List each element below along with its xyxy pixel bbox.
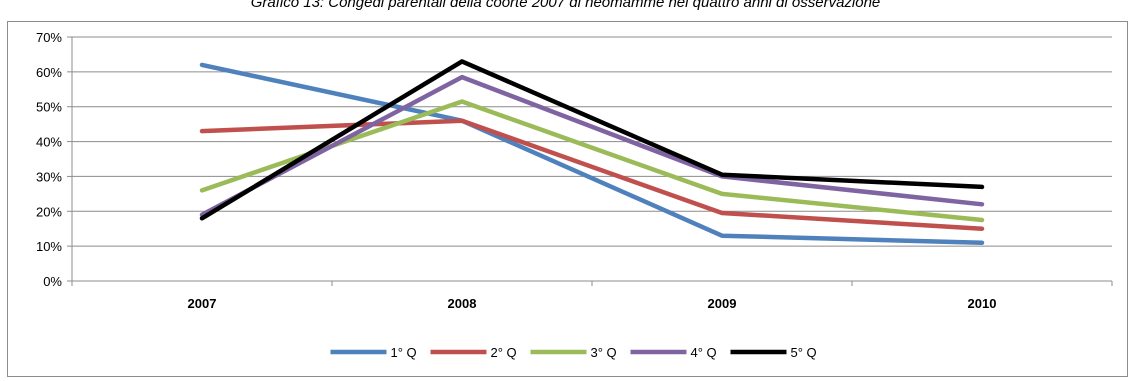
- x-tick-label: 2009: [708, 296, 737, 311]
- y-tick-label: 40%: [36, 135, 62, 150]
- y-tick-label: 0%: [43, 274, 62, 289]
- y-tick-label: 70%: [36, 30, 62, 45]
- series-lines: [199, 59, 985, 245]
- y-tick-label: 20%: [36, 204, 62, 219]
- legend: 1° Q 2° Q 3° Q 4° Q 5° Q: [330, 345, 817, 360]
- legend-label: 3° Q: [591, 345, 617, 360]
- x-tick-label: 2007: [188, 296, 217, 311]
- gridlines: [72, 36, 1112, 247]
- series-line-4q: [199, 74, 985, 218]
- series-line-1q: [199, 62, 985, 245]
- y-tick-label: 50%: [36, 100, 62, 115]
- legend-label: 4° Q: [691, 345, 717, 360]
- y-tick-label: 30%: [36, 169, 62, 184]
- x-axis-ticks: 2007 2008 2009 2010: [188, 296, 997, 311]
- x-tick-label: 2010: [968, 296, 997, 311]
- series-line-2q: [199, 118, 985, 231]
- series-line-5q: [199, 59, 985, 221]
- legend-label: 2° Q: [491, 345, 517, 360]
- x-tick-label: 2008: [448, 296, 477, 311]
- chart-title: Grafico 13: Congedi parentali della coor…: [250, 0, 881, 11]
- legend-label: 5° Q: [791, 345, 817, 360]
- axes: [67, 36, 1113, 286]
- y-tick-label: 60%: [36, 65, 62, 80]
- legend-label: 1° Q: [391, 345, 417, 360]
- y-tick-label: 10%: [36, 239, 62, 254]
- y-axis-ticks: 0% 10% 20% 30% 40% 50% 60% 70%: [36, 30, 62, 289]
